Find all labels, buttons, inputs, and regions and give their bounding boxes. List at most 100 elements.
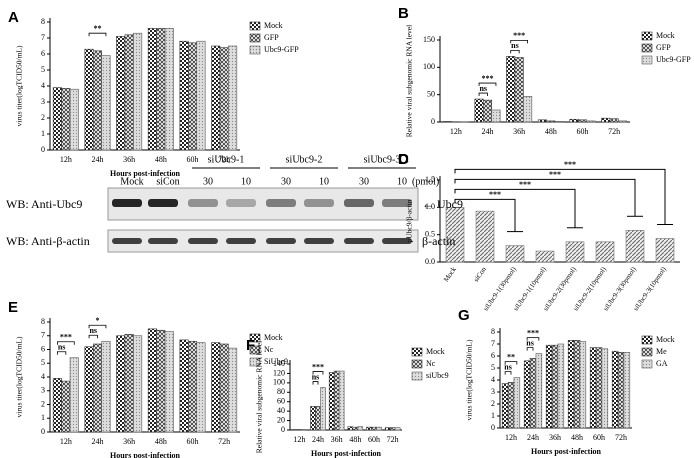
y-tick-label: 1 — [491, 411, 495, 420]
y-tick-label: 2 — [41, 399, 45, 408]
bar — [211, 342, 221, 433]
bar — [595, 241, 615, 263]
x-tick-label: 72h — [387, 435, 399, 444]
legend-swatch — [411, 347, 423, 357]
bar — [133, 335, 143, 433]
bar — [442, 121, 452, 123]
y-tick-label: 7 — [41, 33, 45, 42]
significance-label: ns — [58, 343, 66, 352]
y-tick-label: 2 — [491, 399, 495, 408]
bar — [601, 117, 611, 123]
legend-swatch — [641, 347, 653, 357]
band — [112, 238, 142, 244]
x-tick-label: 60h — [593, 433, 605, 442]
bar — [389, 427, 396, 431]
bar — [116, 335, 126, 433]
bar — [164, 331, 174, 433]
significance-label: *** — [519, 180, 531, 189]
bar — [595, 347, 603, 429]
bar — [52, 87, 62, 151]
bar — [124, 334, 134, 433]
bar — [506, 56, 516, 123]
band — [188, 238, 218, 244]
y-tick-label: 0 — [41, 145, 45, 154]
bar — [196, 342, 206, 433]
bar — [84, 346, 94, 433]
bar — [589, 347, 597, 429]
y-tick-label: 6 — [41, 344, 45, 353]
bar — [84, 48, 94, 151]
panel-letter: C — [398, 151, 409, 168]
bar — [101, 55, 111, 151]
significance-label: *** — [482, 74, 494, 83]
significance-bracket — [454, 168, 666, 225]
significance-label: ** — [94, 24, 102, 33]
significance-bracket — [526, 337, 540, 341]
bar — [366, 426, 372, 431]
y-tick-label: 4 — [41, 81, 45, 90]
band — [112, 199, 142, 207]
x-tick-label: 12h — [293, 435, 305, 444]
bar — [92, 343, 103, 433]
legend-swatch — [249, 345, 261, 355]
lane-label: siCon — [156, 176, 179, 187]
significance-bracket — [88, 334, 98, 339]
bar — [529, 358, 537, 429]
row-target: β-actin — [422, 234, 455, 248]
significance-bracket — [526, 347, 534, 351]
legend-swatch — [249, 21, 261, 31]
bar — [586, 120, 596, 123]
x-tick-label: 24h — [92, 437, 104, 446]
y-tick-label: 120 — [273, 368, 285, 377]
y-tick-label: 60 — [277, 397, 285, 406]
y-tick-label: 5 — [41, 65, 45, 74]
bar — [219, 47, 229, 151]
bar — [333, 370, 340, 431]
bar — [52, 378, 62, 433]
x-tick-label: 48h — [155, 155, 167, 164]
significance-bracket — [312, 381, 319, 385]
bar — [228, 347, 238, 433]
x-tick-label: 12h — [60, 437, 72, 446]
y-axis-label: virus titer(logTCID50/mL) — [15, 45, 24, 127]
x-tick-label: 72h — [615, 433, 627, 442]
bar — [577, 119, 588, 123]
x-tick-label: 60h — [368, 435, 380, 444]
bar — [611, 350, 619, 429]
lane-label: 10 — [319, 176, 329, 187]
bar — [179, 339, 189, 433]
y-tick-label: 140 — [273, 359, 285, 368]
bar — [347, 426, 354, 431]
x-tick-label: 48h — [571, 433, 583, 442]
row-label: WB: Anti-β-actin — [6, 234, 90, 248]
bar — [546, 120, 556, 123]
bar — [124, 34, 134, 151]
y-tick-label: 1.0 — [425, 202, 435, 211]
x-tick-label: 72h — [218, 155, 230, 164]
group-label: siUbc9-2 — [286, 154, 323, 165]
y-tick-label: 5 — [41, 358, 45, 367]
bar — [655, 238, 675, 263]
legend-swatch — [641, 31, 653, 41]
bar — [147, 328, 157, 433]
y-tick-label: 8 — [491, 327, 495, 336]
x-axis-label: Hours post-infection — [110, 451, 181, 458]
x-axis-label: Hours post-infection — [531, 447, 602, 456]
x-axis-label: Hours post-infection — [311, 449, 382, 458]
band — [226, 238, 256, 244]
y-tick-label: 0 — [41, 427, 45, 436]
legend-label: GA — [656, 359, 668, 368]
bar — [618, 120, 628, 123]
unit-label: (pmol) — [412, 176, 439, 187]
band — [148, 199, 178, 207]
significance-bracket — [510, 50, 520, 54]
bar — [328, 372, 335, 431]
x-tick-label: siUbc9-3(10pmol) — [632, 265, 669, 312]
bar — [537, 119, 547, 123]
legend-swatch — [249, 357, 261, 367]
bar — [371, 426, 377, 431]
row-label: WB: Anti-Ubc9 — [6, 197, 82, 211]
y-tick-label: 6 — [41, 49, 45, 58]
bar — [156, 28, 166, 151]
bar — [338, 370, 345, 431]
